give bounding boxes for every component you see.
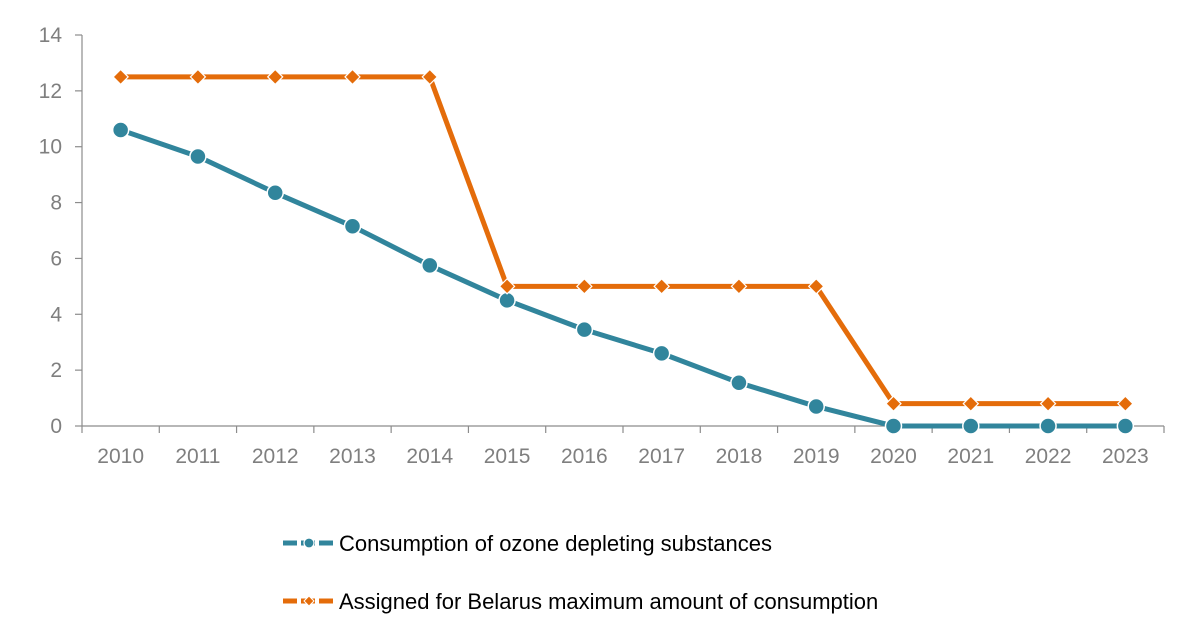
x-tick-label: 2017 [638, 445, 685, 468]
data-point-diamond [1117, 395, 1134, 413]
data-point-diamond [807, 278, 825, 295]
series-assigned-maximum [112, 68, 1134, 413]
x-tick-label: 2018 [716, 445, 763, 468]
y-tick-label: 4 [50, 303, 62, 326]
series-lines [111, 68, 1135, 435]
x-tick-label: 2014 [406, 445, 453, 468]
x-tick-label: 2021 [947, 445, 994, 468]
legend-item: Assigned for Belarus maximum amount of c… [283, 589, 878, 614]
data-point-circle [421, 256, 439, 275]
x-axis-ticks: 2010 2011 2012 2013 2014 2015 2016 2017 2018 2019… [81, 426, 1165, 468]
series-line [118, 127, 1128, 429]
x-tick-label: 2013 [329, 445, 376, 468]
data-point-circle [962, 417, 980, 435]
legend-label: Assigned for Belarus maximum amount of c… [339, 589, 878, 614]
legend-label: Consumption of ozone depleting substance… [339, 531, 772, 556]
y-tick-label: 2 [50, 359, 62, 382]
y-tick-label: 6 [50, 247, 62, 270]
data-point-circle [266, 184, 284, 202]
data-point-circle [1116, 417, 1135, 435]
data-point-circle [575, 320, 594, 339]
y-tick-label: 8 [50, 192, 62, 215]
legend-marker-circle [303, 537, 315, 549]
data-point-diamond [344, 68, 361, 86]
x-tick-label: 2023 [1102, 445, 1149, 468]
data-point-diamond [885, 395, 902, 413]
y-axis-ticks: 0 2 4 6 8 10 12 14 [39, 24, 82, 438]
data-point-circle [498, 291, 516, 310]
series-consumption [111, 121, 1135, 435]
data-point-diamond [189, 68, 207, 86]
data-point-circle [884, 417, 903, 435]
data-point-circle [652, 344, 671, 363]
data-point-circle [343, 217, 362, 236]
legend-marker-diamond [303, 595, 315, 607]
y-tick-label: 0 [50, 415, 62, 438]
data-point-diamond [962, 395, 980, 413]
data-point-circle [111, 121, 130, 139]
x-tick-label: 2016 [561, 445, 608, 468]
y-tick-label: 10 [39, 136, 62, 159]
data-point-diamond [112, 68, 129, 86]
x-tick-label: 2015 [484, 445, 531, 468]
x-tick-label: 2011 [175, 445, 220, 468]
data-point-diamond [498, 278, 516, 295]
data-point-diamond [421, 68, 439, 86]
axes [81, 35, 1164, 427]
data-point-diamond [730, 278, 748, 295]
data-point-diamond [266, 68, 284, 86]
x-tick-label: 2022 [1025, 445, 1072, 468]
data-point-circle [807, 397, 825, 416]
x-tick-label: 2010 [97, 445, 144, 468]
series-line [118, 74, 1128, 407]
data-point-circle [730, 373, 748, 392]
data-point-diamond [653, 278, 670, 295]
data-point-diamond [576, 278, 593, 295]
y-tick-label: 12 [39, 80, 62, 103]
x-tick-label: 2019 [793, 445, 840, 468]
data-point-circle [1039, 417, 1057, 435]
x-tick-label: 2012 [252, 445, 299, 468]
data-point-diamond [1039, 395, 1057, 413]
legend: Consumption of ozone depleting substance… [283, 531, 878, 614]
legend-item: Consumption of ozone depleting substance… [283, 531, 772, 556]
data-point-circle [189, 147, 207, 166]
y-tick-label: 14 [39, 24, 63, 47]
x-tick-label: 2020 [870, 445, 917, 468]
